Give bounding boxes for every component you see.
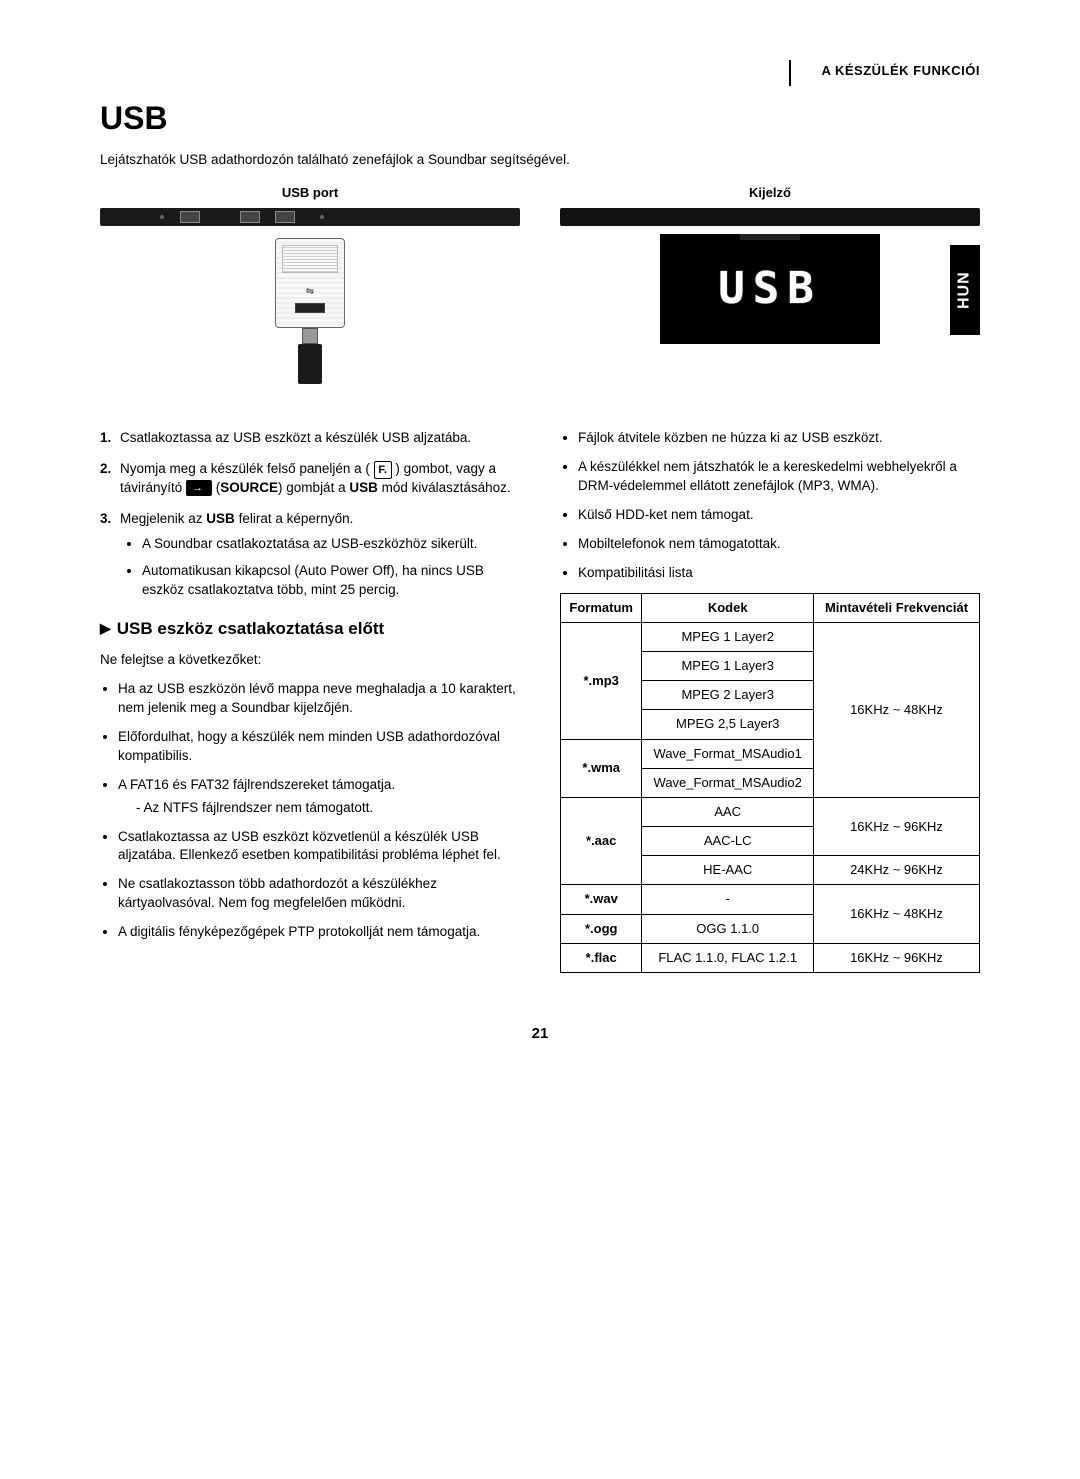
diagram-usb-port: USB port ⇋ xyxy=(100,184,520,389)
diagram-row: USB port ⇋ Kijelző USB xyxy=(100,184,980,389)
subhead-lead: Ne felejtse a következőket: xyxy=(100,651,520,670)
right-bullet-3: Mobiltelefonok nem támogatottak. xyxy=(578,535,980,554)
left-bullet-4: Ne csatlakoztasson több adathordozót a k… xyxy=(118,875,520,913)
usb-icon: ⇋ xyxy=(306,285,314,299)
display-graphic: USB xyxy=(660,234,880,344)
left-bullet-3: Csatlakoztassa az USB eszközt közvetlenü… xyxy=(118,828,520,866)
right-bullets: Fájlok átvitele közben ne húzza ki az US… xyxy=(560,429,980,582)
left-bullet-5: A digitális fényképezőgépek PTP protokol… xyxy=(118,923,520,942)
usb-stick-graphic xyxy=(298,328,322,384)
right-bullet-1: A készülékkel nem játszhatók le a keresk… xyxy=(578,458,980,496)
left-bullet-2-dash: Az NTFS fájlrendszer nem támogatott. xyxy=(136,799,520,818)
fmt-flac: *.flac xyxy=(561,943,642,972)
left-bullet-2: A FAT16 és FAT32 fájlrendszereket támoga… xyxy=(118,776,520,818)
triangle-icon: ▶ xyxy=(100,619,111,639)
section-header: A KÉSZÜLÉK FUNKCIÓI xyxy=(791,60,980,86)
left-column: Csatlakoztassa az USB eszközt a készülék… xyxy=(100,429,520,952)
source-button-icon xyxy=(186,480,212,496)
step-3-sub-1: A Soundbar csatlakoztatása az USB-eszköz… xyxy=(142,535,520,554)
left-bullet-0: Ha az USB eszközön lévő mappa neve megha… xyxy=(118,680,520,718)
remote-graphic: ⇋ xyxy=(275,238,345,328)
diagram-label-right: Kijelző xyxy=(560,184,980,202)
right-bullet-4: Kompatibilitási lista xyxy=(578,564,980,583)
step-2: Nyomja meg a készülék felső paneljén a (… xyxy=(100,460,520,498)
intro-text: Lejátszhatók USB adathordozón található … xyxy=(100,151,980,170)
page-title: USB xyxy=(100,96,980,141)
header-block: A KÉSZÜLÉK FUNKCIÓI xyxy=(100,60,980,86)
th-format: Formatum xyxy=(561,593,642,622)
step-3-sub-2: Automatikusan kikapcsol (Auto Power Off)… xyxy=(142,562,520,600)
fmt-aac: *.aac xyxy=(561,797,642,885)
steps-list: Csatlakoztassa az USB eszközt a készülék… xyxy=(100,429,520,599)
th-rate: Mintavételi Frekvenciát xyxy=(814,593,980,622)
th-codec: Kodek xyxy=(642,593,814,622)
compatibility-table: Formatum Kodek Mintavételi Frekvenciát *… xyxy=(560,593,980,973)
fmt-mp3: *.mp3 xyxy=(561,622,642,739)
language-tab: HUN xyxy=(950,245,980,335)
fmt-wma: *.wma xyxy=(561,739,642,797)
left-bullet-1: Előfordulhat, hogy a készülék nem minden… xyxy=(118,728,520,766)
fmt-ogg: *.ogg xyxy=(561,914,642,943)
subheading: ▶ USB eszköz csatlakoztatása előtt xyxy=(100,617,520,641)
language-tab-label: HUN xyxy=(954,271,976,309)
right-column: Fájlok átvitele közben ne húzza ki az US… xyxy=(560,429,980,973)
left-bullets: Ha az USB eszközön lévő mappa neve megha… xyxy=(100,680,520,942)
step-1: Csatlakoztassa az USB eszközt a készülék… xyxy=(100,429,520,448)
step-3: Megjelenik az USB felirat a képernyőn. A… xyxy=(100,510,520,600)
right-bullet-0: Fájlok átvitele közben ne húzza ki az US… xyxy=(578,429,980,448)
soundbar-graphic-2 xyxy=(560,208,980,226)
soundbar-graphic xyxy=(100,208,520,226)
right-bullet-2: Külső HDD-ket nem támogat. xyxy=(578,506,980,525)
function-button-icon: F. xyxy=(374,461,392,479)
page-number: 21 xyxy=(100,1023,980,1044)
fmt-wav: *.wav xyxy=(561,885,642,914)
diagram-label-left: USB port xyxy=(100,184,520,202)
display-text: USB xyxy=(718,258,821,320)
diagram-display: Kijelző USB xyxy=(560,184,980,389)
